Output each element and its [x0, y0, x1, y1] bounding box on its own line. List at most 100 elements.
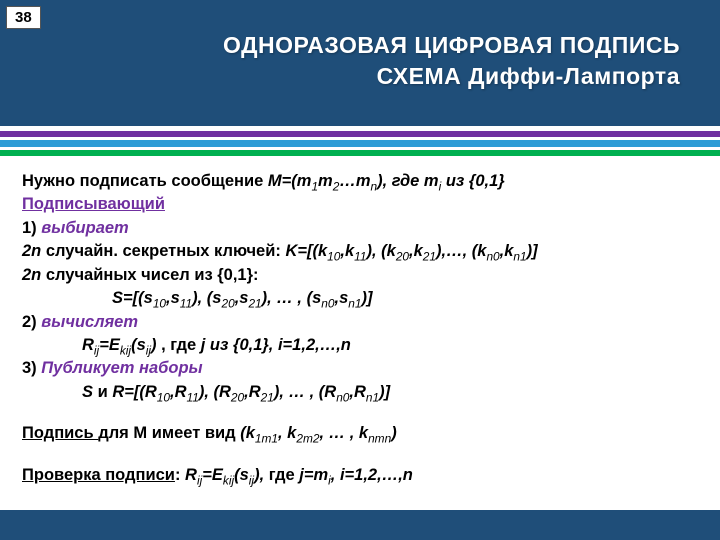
t: ,k	[500, 242, 514, 260]
sub: 21	[261, 390, 274, 404]
sub: 21	[248, 296, 261, 310]
decor-band	[0, 150, 720, 156]
t: ),	[254, 466, 264, 484]
t: ),…, (k	[436, 242, 486, 260]
t: R	[82, 336, 94, 354]
t: , k	[278, 424, 296, 442]
t: :	[253, 266, 259, 284]
t: , где	[157, 336, 201, 354]
sub: kij	[120, 343, 131, 357]
t: 1)	[22, 219, 41, 237]
t: :	[175, 466, 185, 484]
t: (s	[131, 336, 146, 354]
line-10: S и R=[(R10,R11), (R20,R21), … , (Rn0,Rn…	[22, 381, 698, 404]
sub: 11	[180, 296, 192, 310]
line-9: 3) Публикует наборы	[22, 357, 698, 380]
title-line-2: СХЕМА Диффи-Лампорта	[0, 61, 680, 92]
sub: 10	[153, 296, 166, 310]
line-4: 2n случайн. секретных ключей: K=[(k10,k1…	[22, 240, 698, 263]
t: M=(m	[268, 172, 312, 190]
t: 3)	[22, 359, 41, 377]
sub: nmn	[368, 432, 391, 446]
t: K=[(k	[285, 242, 327, 260]
t: =E	[202, 466, 223, 484]
t: ), … , (s	[262, 289, 322, 307]
t: , i=1,2,…,n	[331, 466, 413, 484]
t: S	[82, 383, 93, 401]
line-5: 2n случайных чисел из {0,1}:	[22, 264, 698, 287]
t: ,s	[235, 289, 249, 307]
t: ,k	[340, 242, 354, 260]
line-6: S=[(s10,s11), (s20,s21), … , (sn0,sn1)]	[22, 287, 698, 310]
t: ), (k	[366, 242, 395, 260]
t: ,R	[349, 383, 366, 401]
sub: 2m2	[296, 432, 319, 446]
t: ), (R	[199, 383, 231, 401]
line-1: Нужно подписать сообщение M=(m1m2…mn), г…	[22, 170, 698, 193]
sub: n1	[513, 250, 526, 264]
sub: 11	[354, 250, 366, 264]
slide-header: 38 ОДНОРАЗОВАЯ ЦИФРОВАЯ ПОДПИСЬ СХЕМА Ди…	[0, 0, 720, 126]
t: Проверка подписи	[22, 466, 175, 484]
t: ,s	[166, 289, 180, 307]
spacer	[22, 446, 698, 464]
t: ,R	[244, 383, 261, 401]
t: 2)	[22, 313, 41, 331]
t: )	[391, 424, 397, 442]
page-number-badge: 38	[6, 6, 41, 29]
t: Подписывающий	[22, 195, 165, 213]
line-12: Проверка подписи: Rij=Ekij(sij), где j=m…	[22, 464, 698, 487]
sub: 11	[187, 390, 199, 404]
t: Нужно подписать сообщение	[22, 172, 268, 190]
sub: 20	[231, 390, 244, 404]
t: )]	[379, 383, 390, 401]
t: ,R	[170, 383, 187, 401]
sub: 20	[221, 296, 234, 310]
line-2: Подписывающий	[22, 193, 698, 216]
line-11: Подпись для M имеет вид (k1m1, k2m2, … ,…	[22, 422, 698, 445]
line-7: 2) вычисляет	[22, 311, 698, 334]
sub: 1m1	[255, 432, 278, 446]
spacer	[22, 404, 698, 422]
t: 2n	[22, 242, 41, 260]
t: )]	[527, 242, 538, 260]
t: )]	[361, 289, 372, 307]
sub: n1	[348, 296, 361, 310]
t: j из {0,1}, i=1,2,…,n	[201, 336, 351, 354]
t: случайных чисел из {0,1}	[41, 266, 253, 284]
sub: 10	[327, 250, 340, 264]
t: =E	[99, 336, 120, 354]
t: ,s	[334, 289, 348, 307]
t: …m	[339, 172, 370, 190]
t: вычисляет	[41, 313, 138, 331]
sub: n0	[336, 390, 349, 404]
line-3: 1) выбирает	[22, 217, 698, 240]
t: ), (s	[192, 289, 221, 307]
t: Публикует наборы	[41, 359, 202, 377]
t: m	[318, 172, 333, 190]
t: 2n	[22, 266, 41, 284]
t: выбирает	[41, 219, 128, 237]
sub: n0	[321, 296, 334, 310]
t: где	[264, 466, 299, 484]
t: R	[185, 466, 197, 484]
t: ), где m	[377, 172, 438, 190]
decor-band	[0, 140, 720, 147]
t: , … , k	[319, 424, 368, 442]
t: и	[93, 383, 112, 401]
t: ), … , (R	[274, 383, 336, 401]
t: R=[(R	[112, 383, 156, 401]
t: случайн. секретных ключей:	[41, 242, 285, 260]
sub: n0	[486, 250, 499, 264]
t: S=[(s	[112, 289, 153, 307]
t: (s	[234, 466, 249, 484]
t: для M имеет вид	[98, 424, 240, 442]
sub: n1	[366, 390, 379, 404]
t: из {0,1}	[441, 172, 504, 190]
sub: 20	[396, 250, 409, 264]
t: j=m	[299, 466, 328, 484]
t: ,k	[409, 242, 423, 260]
title-line-1: ОДНОРАЗОВАЯ ЦИФРОВАЯ ПОДПИСЬ	[0, 30, 680, 61]
line-8: Rij=Ekij(sij) , где j из {0,1}, i=1,2,…,…	[22, 334, 698, 357]
t: Подпись	[22, 424, 98, 442]
